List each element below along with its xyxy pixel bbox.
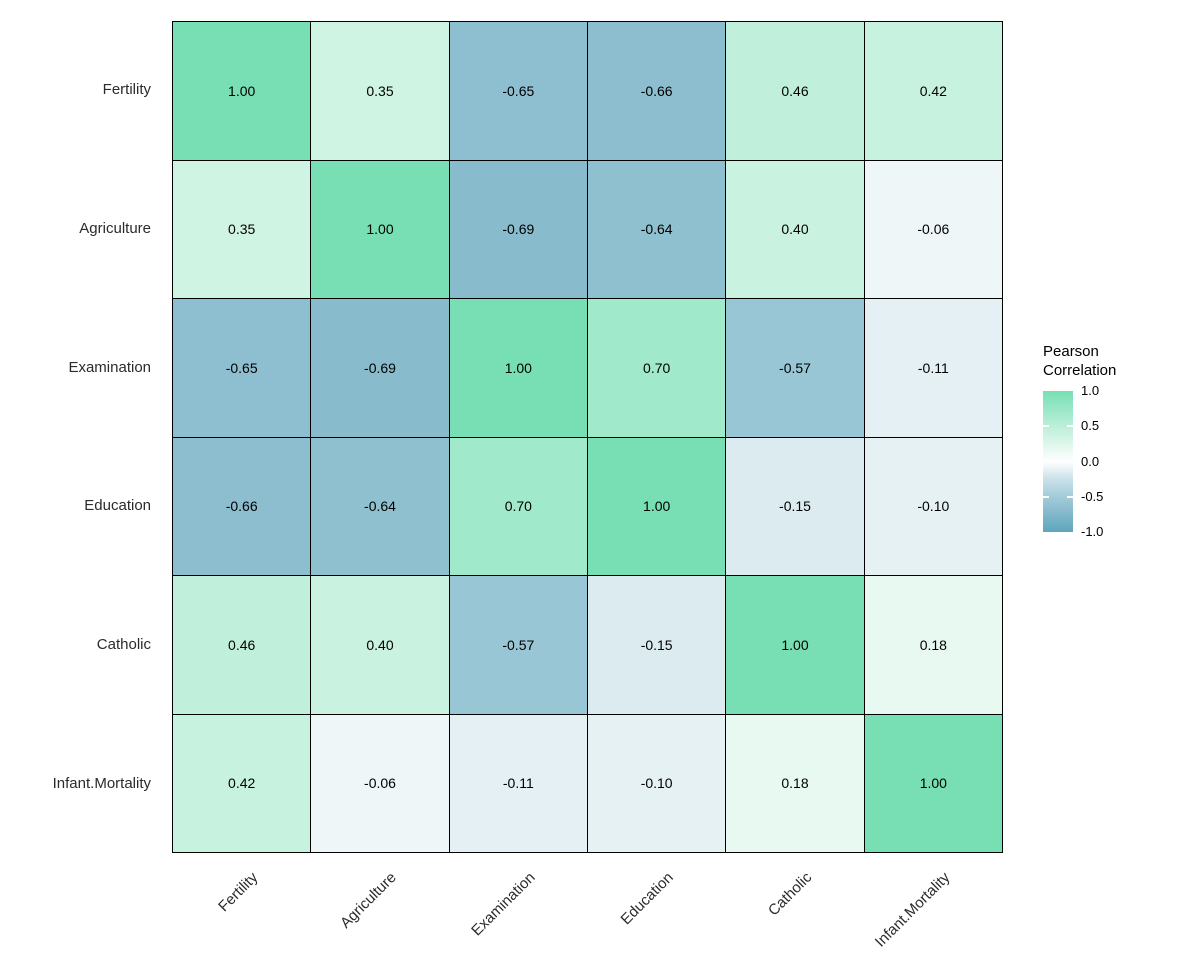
heatmap-cell: 0.35 (173, 160, 311, 298)
cell-value: -0.10 (640, 775, 673, 792)
heatmap-grid: 1.00 0.35 -0.65 -0.66 0.46 0.42 0.35 1.00 -0.69 -… (172, 21, 1003, 853)
cell-value: -0.15 (779, 498, 811, 515)
cell-value: 1.00 (919, 775, 947, 792)
cell-value: 0.42 (228, 775, 256, 792)
legend-tick-mark (1067, 495, 1073, 498)
heatmap-cell: -0.10 (587, 714, 726, 852)
heatmap-cell: 0.40 (726, 160, 864, 298)
cell-value: -0.64 (640, 221, 673, 238)
heatmap-cell: 1.00 (173, 22, 311, 160)
y-axis-label: Infant.Mortality (52, 774, 151, 792)
legend-tick-mark (1043, 425, 1049, 428)
heatmap-cell: -0.64 (311, 437, 449, 575)
heatmap-cell: -0.11 (449, 714, 587, 852)
x-axis-label: Agriculture (337, 869, 400, 932)
cell-value: 1.00 (643, 498, 671, 515)
heatmap-cell: -0.11 (864, 299, 1002, 437)
cell-value: -0.66 (225, 498, 258, 515)
legend-tick-mark (1067, 425, 1073, 428)
heatmap-cell: -0.15 (587, 576, 726, 714)
x-axis-label: Examination (467, 869, 539, 940)
cell-value: 1.00 (781, 636, 809, 653)
heatmap-cell: 0.40 (311, 576, 449, 714)
heatmap-cell: -0.06 (864, 160, 1002, 298)
legend-tick-label: 0.5 (1081, 418, 1100, 434)
cell-value: 0.70 (643, 359, 671, 376)
cell-value: -0.57 (502, 636, 535, 653)
cell-value: -0.57 (779, 359, 811, 376)
x-axis-label: Catholic (764, 869, 816, 920)
legend-tick-label: -0.5 (1081, 488, 1104, 504)
cell-value: 0.70 (504, 498, 532, 515)
cell-value: 0.46 (781, 82, 809, 99)
heatmap-cell: 0.18 (864, 576, 1002, 714)
heatmap-cell: 1.00 (449, 299, 587, 437)
cell-value: 1.00 (504, 359, 532, 376)
heatmap-cell: 1.00 (864, 714, 1002, 852)
y-axis-label: Catholic (96, 636, 151, 653)
heatmap-cell: 1.00 (587, 437, 726, 575)
heatmap-cell: 0.70 (449, 437, 587, 575)
cell-value: -0.06 (917, 221, 950, 238)
cell-value: -0.15 (640, 636, 673, 653)
heatmap-cell: 0.18 (726, 714, 864, 852)
heatmap-cell: -0.15 (726, 437, 864, 575)
cell-value: 0.35 (366, 82, 394, 99)
cell-value: -0.10 (917, 498, 950, 515)
cell-value: -0.06 (364, 775, 396, 792)
y-axis-label: Examination (68, 358, 151, 376)
cell-value: 0.40 (366, 636, 394, 653)
legend-colorbar (1043, 391, 1073, 532)
x-axis-label: Fertility (215, 869, 262, 916)
heatmap-cell: 0.35 (311, 22, 449, 160)
cell-value: -0.64 (364, 498, 396, 515)
x-axis-label: Infant.Mortality (872, 869, 954, 951)
y-axis-label: Fertility (102, 81, 151, 99)
cell-value: -0.65 (502, 82, 535, 99)
heatmap-cell: -0.65 (173, 299, 311, 437)
x-axis-label: Education (617, 869, 677, 929)
cell-value: 0.42 (919, 82, 947, 99)
cell-value: -0.11 (502, 775, 534, 792)
cell-value: -0.66 (640, 82, 673, 99)
y-axis-label: Agriculture (79, 220, 151, 237)
cell-value: 0.18 (781, 775, 809, 792)
cell-value: 1.00 (228, 82, 256, 99)
legend-tick-label: -1.0 (1081, 524, 1104, 539)
legend-title-line1: Pearson (1043, 343, 1099, 360)
cell-value: -0.69 (364, 359, 396, 376)
heatmap-cell: -0.57 (449, 576, 587, 714)
heatmap-cell: -0.06 (311, 714, 449, 852)
heatmap-cell: -0.64 (587, 160, 726, 298)
cell-value: 0.35 (228, 221, 256, 238)
cell-value: 1.00 (366, 221, 394, 238)
heatmap-cell: -0.57 (726, 299, 864, 437)
y-axis-label: Education (84, 497, 151, 515)
cell-value: -0.11 (917, 359, 949, 376)
heatmap-cell: -0.69 (449, 160, 587, 298)
heatmap-cell: 1.00 (726, 576, 864, 714)
heatmap-cell: 0.46 (726, 22, 864, 160)
legend-tick-label: 0.0 (1081, 453, 1100, 469)
cell-value: 0.40 (781, 221, 809, 238)
heatmap-cell: -0.66 (173, 437, 311, 575)
heatmap-cell: -0.65 (449, 22, 587, 160)
heatmap-cell: -0.66 (587, 22, 726, 160)
heatmap-cell: 1.00 (311, 160, 449, 298)
legend-title-line2: Correlation (1043, 362, 1117, 379)
legend-title: Pearson Correlation (1043, 342, 1116, 380)
cell-value: -0.69 (502, 221, 535, 238)
heatmap-cell: 0.70 (587, 299, 726, 437)
legend-tick-label: 1.0 (1081, 383, 1100, 398)
heatmap-cell: -0.69 (311, 299, 449, 437)
heatmap-cell: 0.42 (173, 714, 311, 852)
heatmap-cell: -0.10 (864, 437, 1002, 575)
heatmap-cell: 0.46 (173, 576, 311, 714)
heatmap-cell: 0.42 (864, 22, 1002, 160)
cell-value: -0.65 (225, 359, 258, 376)
cell-value: 0.46 (228, 636, 256, 653)
cell-value: 0.18 (919, 636, 947, 653)
legend-tick-mark (1043, 495, 1049, 498)
